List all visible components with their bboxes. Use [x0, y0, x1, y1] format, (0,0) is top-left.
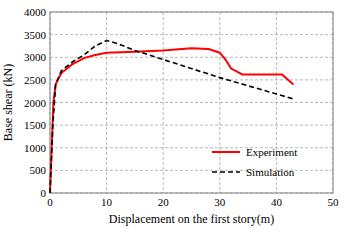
- legend-label: Experiment: [246, 146, 297, 158]
- x-tick-label: 50: [328, 196, 340, 208]
- y-tick-label: 2500: [24, 74, 47, 86]
- x-tick-label: 0: [47, 196, 53, 208]
- plot-frame: [50, 12, 333, 193]
- grid-line: [50, 102, 333, 103]
- y-tick-label: 1000: [24, 142, 47, 154]
- y-tick-label: 2000: [24, 97, 47, 109]
- y-tick-label: 500: [30, 164, 47, 176]
- y-tick-label: 4000: [24, 6, 47, 18]
- x-tick-label: 10: [101, 196, 113, 208]
- grid-line: [50, 79, 333, 80]
- grid-line: [50, 57, 333, 58]
- y-tick-label: 3500: [24, 29, 47, 41]
- chart: 0102030405005001000150020002500300035004…: [0, 0, 355, 243]
- legend-swatch: [212, 151, 240, 153]
- legend-label: Simulation: [246, 166, 295, 178]
- x-tick-label: 20: [158, 196, 170, 208]
- y-axis-label: Base shear (kN): [1, 64, 15, 141]
- y-tick-label: 3000: [24, 51, 47, 63]
- legend-swatch: [212, 171, 240, 173]
- x-axis-label: Displacement on the first story(m): [109, 212, 274, 226]
- y-tick-label: 1500: [24, 119, 47, 131]
- x-tick-label: 40: [271, 196, 283, 208]
- grid-line: [50, 125, 333, 126]
- grid-line: [50, 34, 333, 35]
- x-tick-label: 30: [214, 196, 226, 208]
- y-tick-label: 0: [41, 187, 47, 199]
